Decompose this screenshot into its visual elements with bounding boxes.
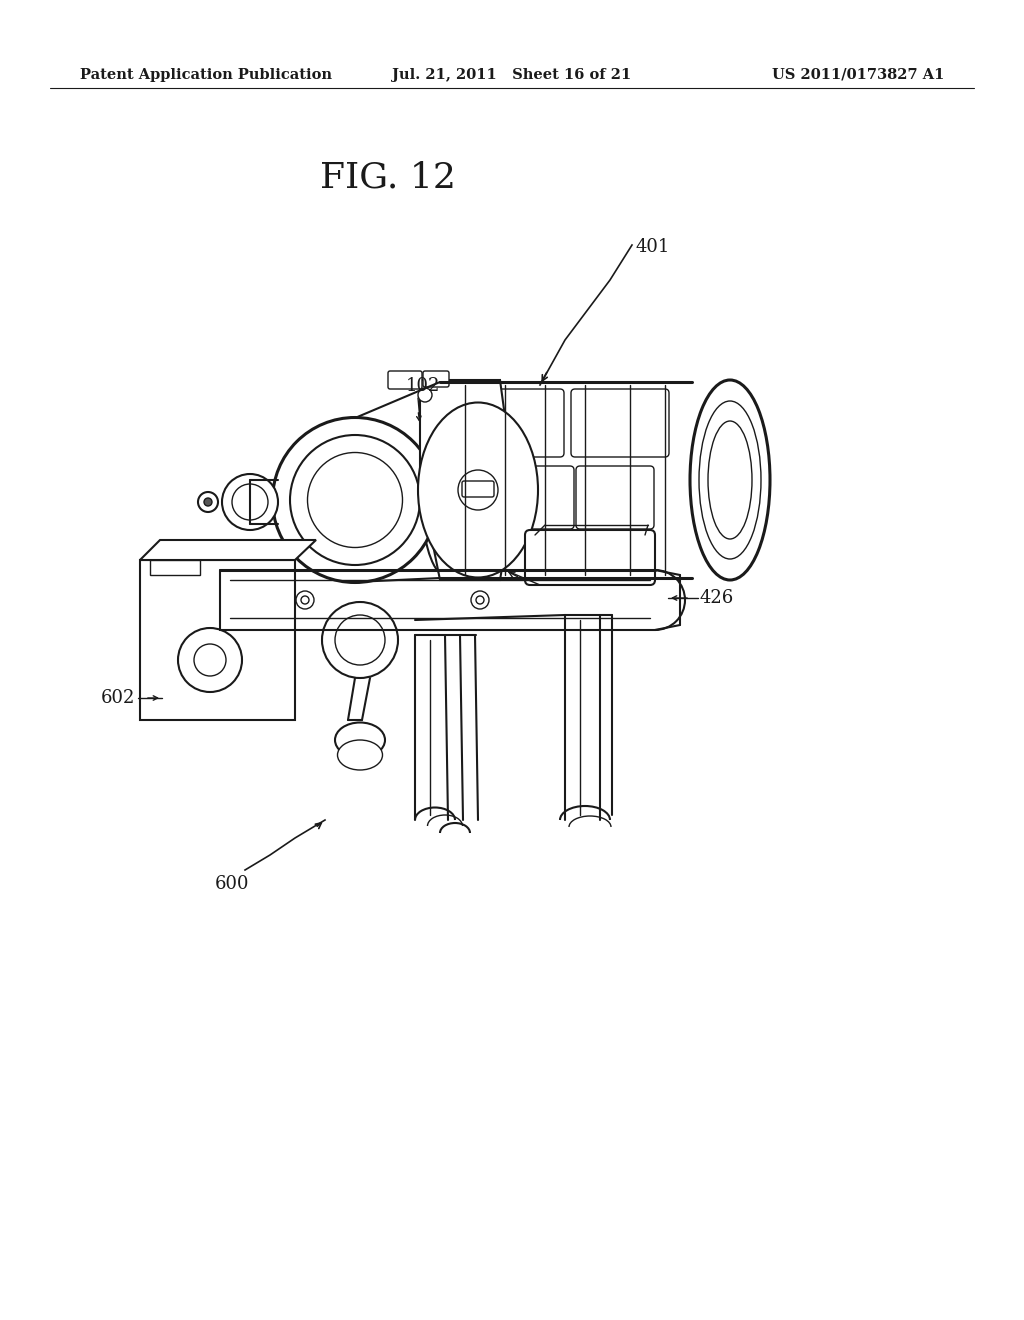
- Text: 426: 426: [700, 589, 734, 607]
- Circle shape: [476, 597, 484, 605]
- Circle shape: [418, 388, 432, 403]
- Circle shape: [458, 470, 498, 510]
- Circle shape: [194, 644, 226, 676]
- FancyBboxPatch shape: [462, 480, 494, 498]
- Text: 600: 600: [215, 875, 250, 894]
- Ellipse shape: [420, 385, 470, 576]
- Ellipse shape: [699, 401, 761, 558]
- FancyBboxPatch shape: [575, 466, 654, 529]
- Ellipse shape: [335, 722, 385, 758]
- Circle shape: [222, 474, 278, 531]
- FancyBboxPatch shape: [486, 466, 574, 529]
- Ellipse shape: [418, 403, 538, 578]
- Text: Patent Application Publication: Patent Application Publication: [80, 69, 332, 82]
- Circle shape: [204, 498, 212, 506]
- Circle shape: [232, 484, 268, 520]
- Ellipse shape: [708, 421, 752, 539]
- Bar: [150, 560, 200, 576]
- Ellipse shape: [272, 417, 437, 582]
- Text: 602: 602: [100, 689, 135, 708]
- Circle shape: [198, 492, 218, 512]
- Ellipse shape: [290, 436, 420, 565]
- Circle shape: [322, 602, 398, 678]
- Text: 102: 102: [406, 378, 440, 395]
- Polygon shape: [420, 380, 515, 579]
- Circle shape: [335, 615, 385, 665]
- Circle shape: [178, 628, 242, 692]
- FancyBboxPatch shape: [388, 371, 422, 389]
- Circle shape: [471, 591, 489, 609]
- Ellipse shape: [338, 741, 383, 770]
- Circle shape: [296, 591, 314, 609]
- FancyBboxPatch shape: [571, 389, 669, 457]
- Ellipse shape: [307, 453, 402, 548]
- FancyBboxPatch shape: [466, 389, 564, 457]
- Polygon shape: [140, 560, 295, 719]
- Text: FIG. 12: FIG. 12: [319, 160, 456, 194]
- Text: Jul. 21, 2011   Sheet 16 of 21: Jul. 21, 2011 Sheet 16 of 21: [392, 69, 632, 82]
- Polygon shape: [140, 540, 316, 560]
- Ellipse shape: [690, 380, 770, 579]
- FancyBboxPatch shape: [525, 531, 655, 585]
- Text: 401: 401: [635, 238, 670, 256]
- FancyBboxPatch shape: [423, 371, 449, 387]
- Text: US 2011/0173827 A1: US 2011/0173827 A1: [772, 69, 944, 82]
- Circle shape: [301, 597, 309, 605]
